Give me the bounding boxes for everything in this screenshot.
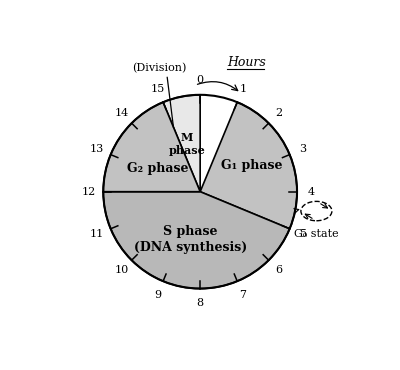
Text: (Division): (Division) [132,63,187,74]
Text: Hours: Hours [227,56,266,69]
Text: G₀ state: G₀ state [294,229,339,239]
Text: 0: 0 [196,75,204,85]
Text: S phase
(DNA synthesis): S phase (DNA synthesis) [134,225,247,254]
Text: 14: 14 [114,108,128,118]
Text: 12: 12 [82,187,96,197]
Wedge shape [103,192,290,289]
Text: M
phase: M phase [168,132,205,156]
Wedge shape [200,102,297,229]
Wedge shape [163,95,200,192]
Text: 1: 1 [239,84,246,94]
Text: 5: 5 [300,229,307,239]
Text: 7: 7 [239,290,246,300]
Text: 2: 2 [275,108,282,118]
Text: 9: 9 [154,290,161,300]
Text: 3: 3 [300,144,307,154]
Text: 6: 6 [275,265,282,276]
Text: 8: 8 [196,298,204,308]
Text: 11: 11 [90,229,104,239]
Text: 4: 4 [308,187,315,197]
Text: G₂ phase: G₂ phase [127,162,189,175]
Wedge shape [103,102,200,192]
Text: 10: 10 [114,265,128,276]
Text: 15: 15 [150,84,165,94]
Text: 13: 13 [90,144,104,154]
Text: G₁ phase: G₁ phase [221,159,283,172]
